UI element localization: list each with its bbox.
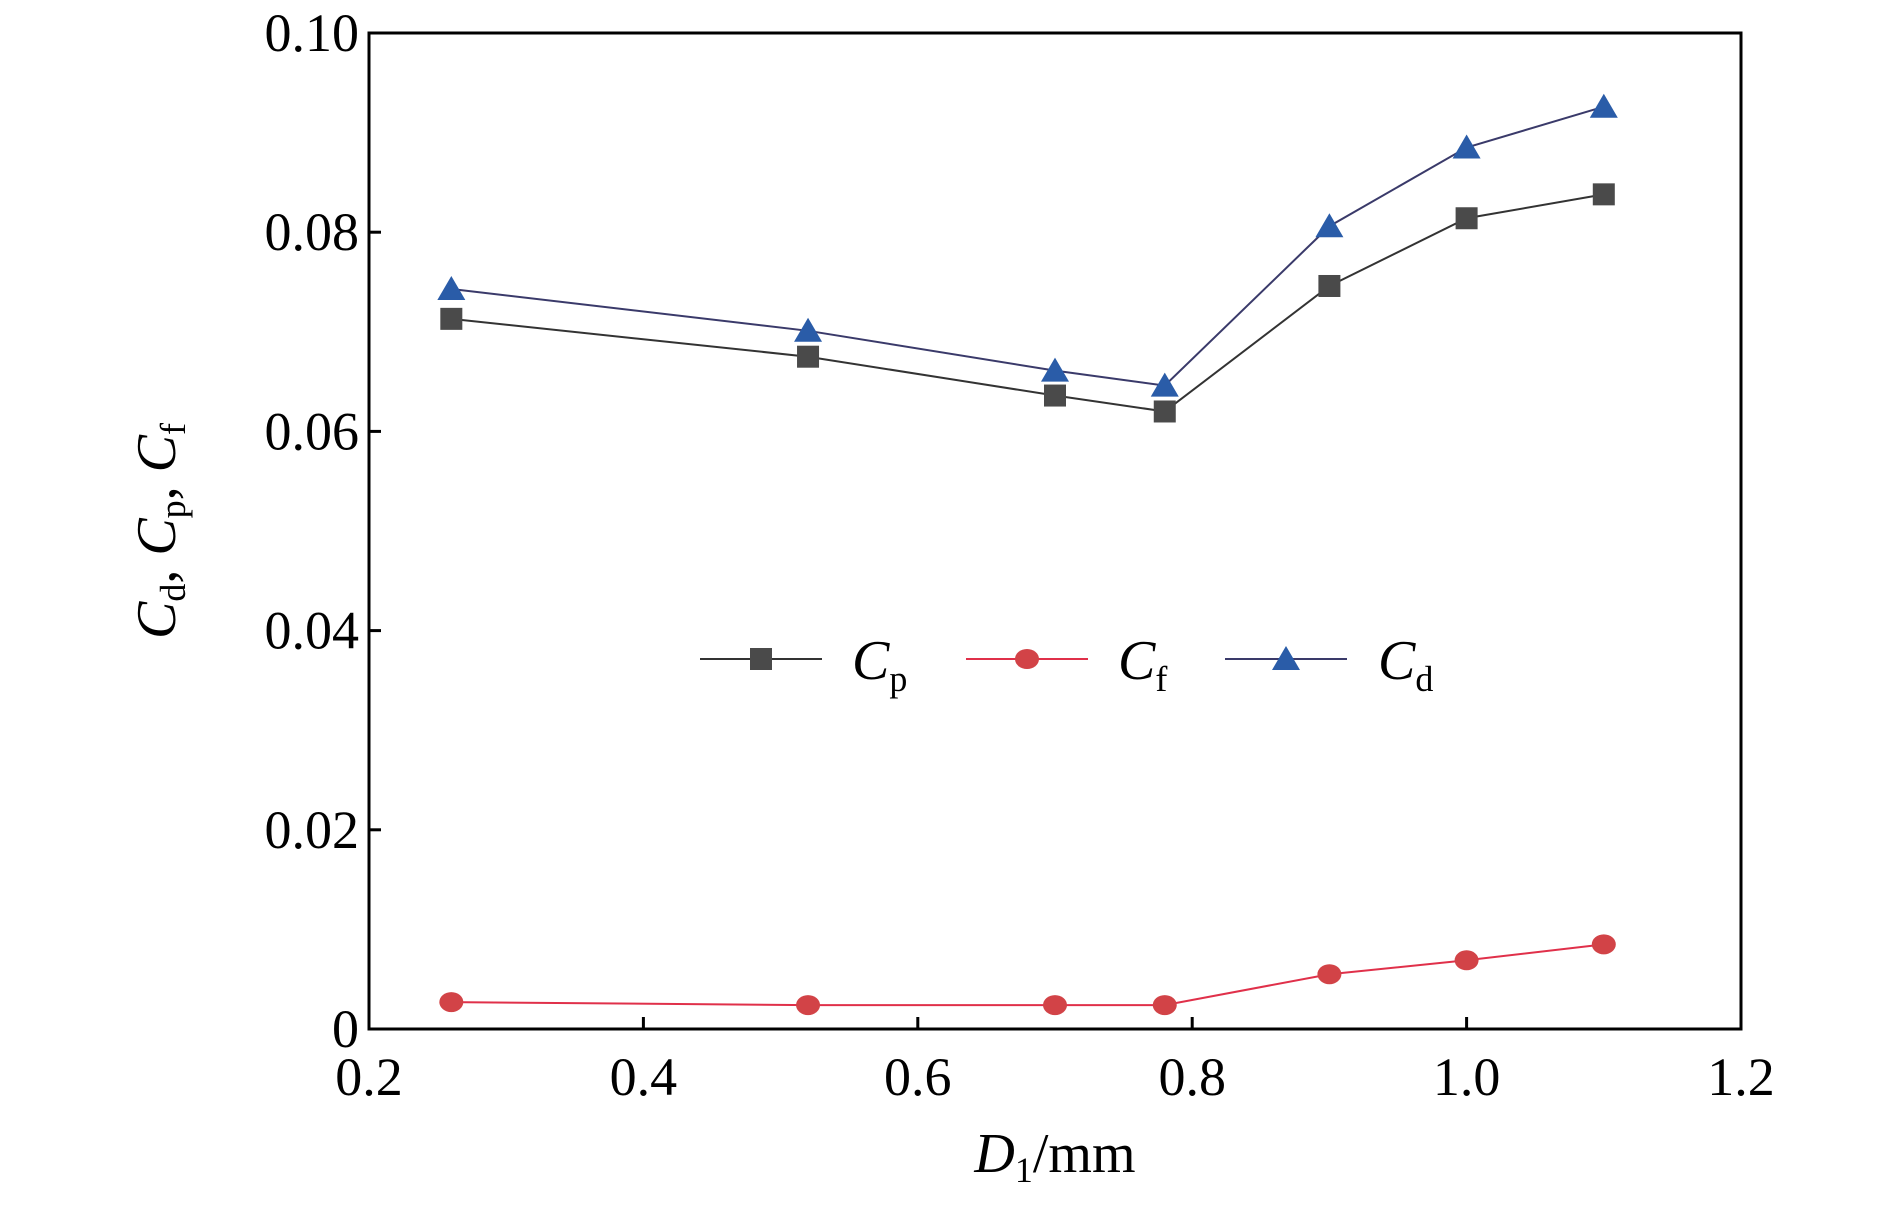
legend: Cp Cf Cd xyxy=(700,630,1433,699)
plot-frame xyxy=(367,31,1743,1031)
x-tick-label: 1.2 xyxy=(1707,1047,1775,1107)
y-axis-title-part1-sep: , xyxy=(126,556,188,584)
x-axis-title-sub: 1 xyxy=(1015,1150,1033,1190)
series-line-cd xyxy=(451,105,1605,387)
y-tick-label: 0.06 xyxy=(265,401,360,461)
x-axis-ticks: 0.2 0.4 0.6 0.8 1.0 1.2 xyxy=(335,1017,1775,1107)
y-axis-title-part2-main: C xyxy=(126,518,188,556)
x-axis-title-main: D xyxy=(973,1123,1014,1185)
data-point-cf xyxy=(1152,995,1177,1016)
y-axis-title-part3-sub: f xyxy=(153,423,193,435)
data-point-cd xyxy=(794,317,823,342)
data-point-cd xyxy=(437,275,466,300)
series-layer xyxy=(437,93,1618,1016)
data-point-cd xyxy=(1150,372,1179,397)
x-tick-label: 0.4 xyxy=(610,1047,678,1107)
legend-marker-cp xyxy=(750,648,772,670)
y-axis-title: Cd, Cp, Cf xyxy=(126,423,193,639)
legend-item-cd: Cd xyxy=(1225,630,1433,699)
legend-item-cp: Cp xyxy=(700,630,907,699)
data-point-cd xyxy=(1589,93,1618,118)
legend-marker-cd xyxy=(1272,646,1300,670)
legend-item-cf: Cf xyxy=(966,630,1167,699)
data-point-cd xyxy=(1041,357,1069,382)
y-tick-label: 0.04 xyxy=(265,601,360,661)
data-point-cf xyxy=(1591,934,1616,955)
data-point-cp xyxy=(1153,400,1176,423)
legend-label-cd: Cd xyxy=(1378,630,1433,699)
data-point-cp xyxy=(440,307,463,330)
y-axis-title-part2-sep: , xyxy=(126,472,188,500)
data-point-cp xyxy=(797,345,820,368)
y-axis-title-part3-main: C xyxy=(126,434,188,472)
y-axis-title-part1-main: C xyxy=(126,601,188,639)
series-line-cf xyxy=(451,943,1604,1007)
x-tick-label: 1.0 xyxy=(1433,1047,1501,1107)
y-tick-label: 0 xyxy=(332,999,359,1059)
data-point-cd xyxy=(1315,213,1344,238)
data-point-cp xyxy=(1455,207,1478,230)
x-axis-title: D1/mm xyxy=(973,1123,1135,1190)
x-axis-title-rest: /mm xyxy=(1033,1123,1136,1185)
data-point-cf xyxy=(1317,964,1342,985)
x-tick-label: 0.8 xyxy=(1158,1047,1226,1107)
data-point-cf xyxy=(439,992,464,1013)
legend-marker-cf xyxy=(1015,649,1039,669)
data-point-cp xyxy=(1044,384,1066,407)
data-point-cp xyxy=(1592,183,1615,206)
y-tick-label: 0.10 xyxy=(265,3,360,63)
y-axis-title-part1-sub: d xyxy=(153,584,193,602)
series-cf xyxy=(439,934,1616,1016)
series-cp xyxy=(440,183,1615,423)
data-point-cf xyxy=(1454,950,1479,971)
data-point-cf xyxy=(796,995,821,1016)
data-point-cf xyxy=(1043,995,1067,1016)
series-line-cp xyxy=(451,193,1604,413)
x-tick-label: 0.2 xyxy=(335,1047,403,1107)
x-tick-label: 0.6 xyxy=(884,1047,952,1107)
data-point-cp xyxy=(1318,274,1341,297)
y-axis-title-part2-sub: p xyxy=(153,500,193,518)
series-cd xyxy=(437,93,1618,397)
legend-label-cp: Cp xyxy=(852,630,907,699)
y-axis-ticks: 0 0.02 0.04 0.06 0.08 0.10 xyxy=(265,3,381,1059)
y-tick-label: 0.08 xyxy=(265,202,360,262)
data-point-cd xyxy=(1452,134,1481,159)
legend-label-cf: Cf xyxy=(1118,630,1167,699)
y-tick-label: 0.02 xyxy=(265,800,360,860)
